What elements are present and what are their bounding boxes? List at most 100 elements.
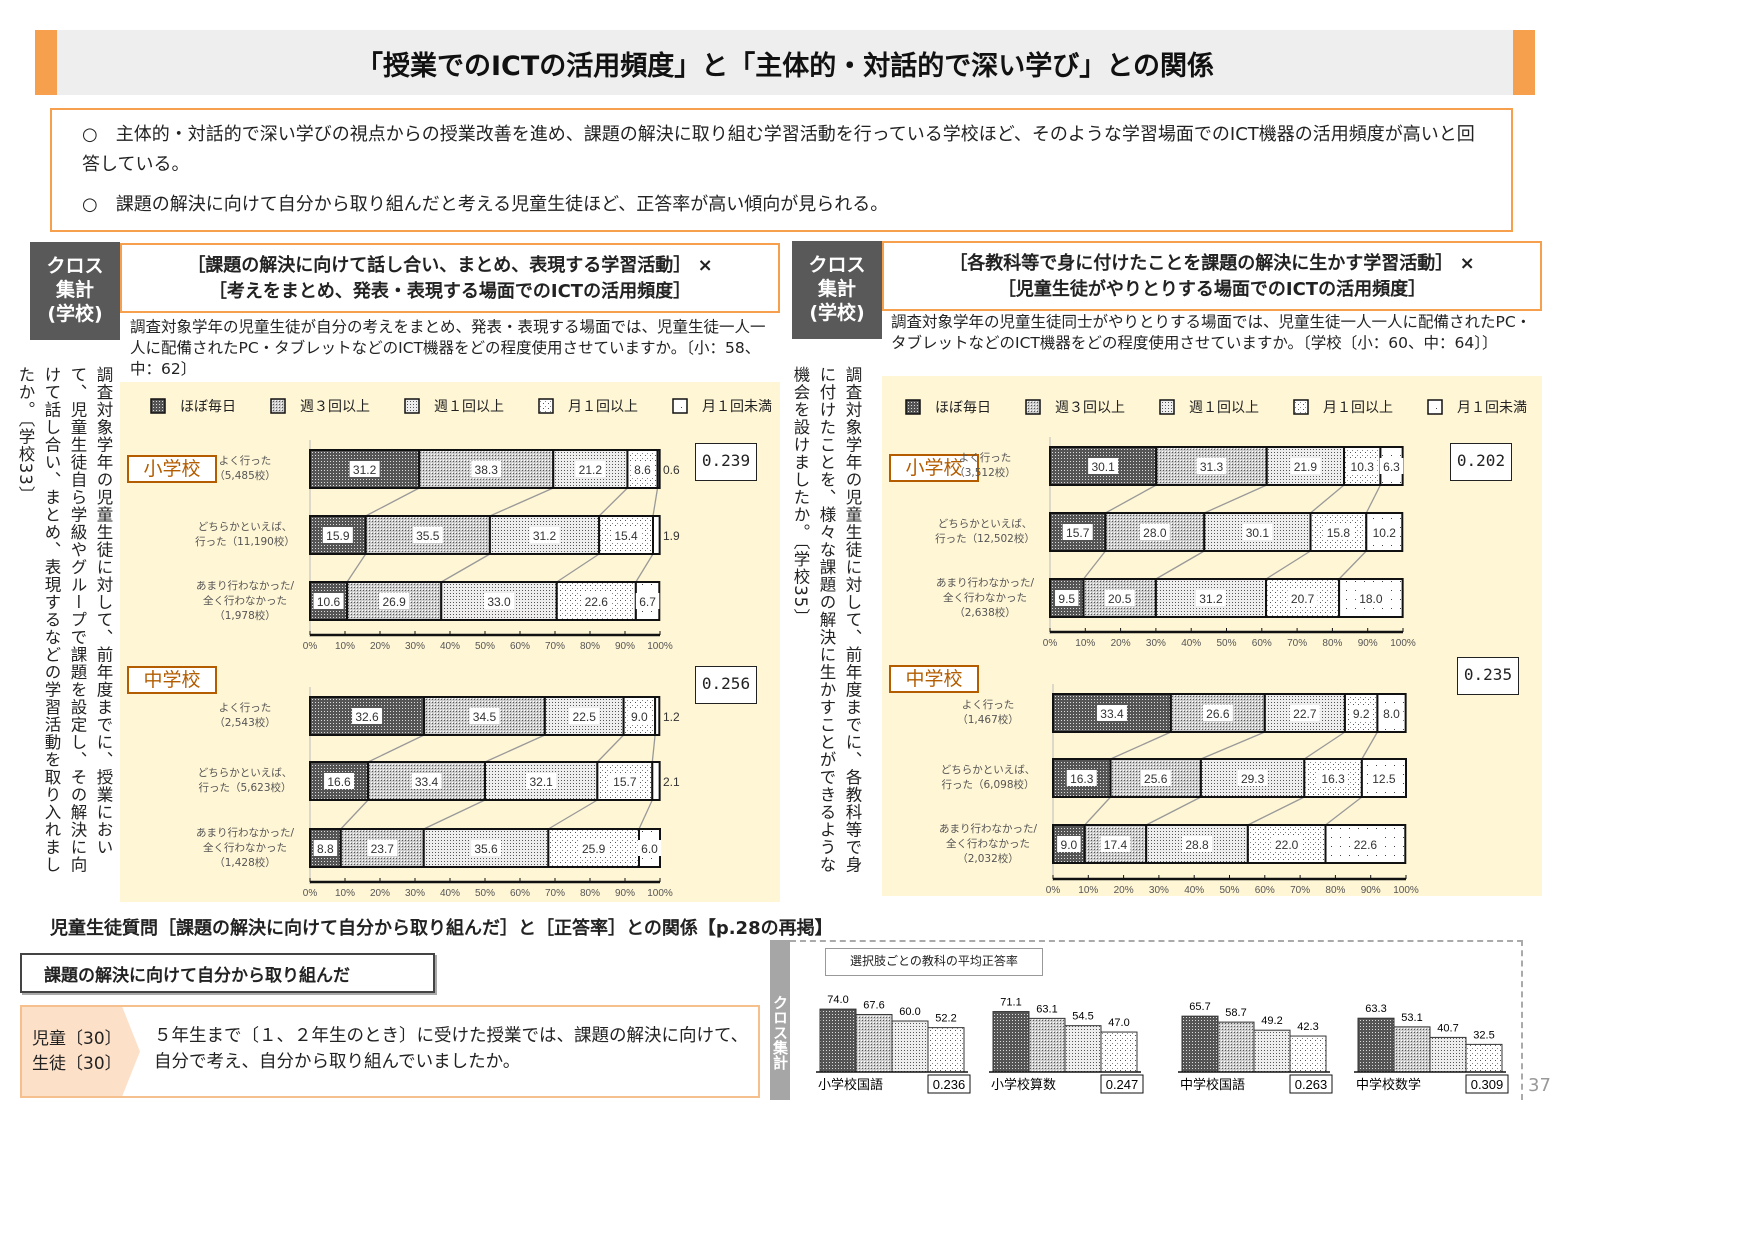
- legend-swatch: [150, 398, 166, 414]
- legend-swatch: [1159, 399, 1175, 415]
- x-tick-label: 50%: [475, 888, 495, 899]
- correlation-box: [1289, 1074, 1333, 1094]
- score-bar: [819, 1008, 857, 1073]
- correlation-box: [927, 1074, 971, 1094]
- score-label: 54.5: [1072, 1011, 1093, 1023]
- data-label: 23.7: [371, 842, 395, 856]
- label-bg: [1140, 770, 1171, 786]
- row-label: よく行った （5,485校）: [214, 455, 276, 482]
- legend-swatch: [270, 398, 286, 414]
- data-label: 22.5: [573, 710, 597, 724]
- data-label: 9.2: [1353, 707, 1370, 721]
- question-number-tag: 児童〔30〕 生徒〔30〕: [22, 1007, 140, 1096]
- label-bg: [349, 461, 380, 477]
- x-tick-label: 30%: [405, 641, 425, 652]
- x-tick-label: 50%: [1216, 638, 1236, 649]
- legend-item: 月１回以上: [1293, 397, 1393, 417]
- connector-line: [367, 734, 425, 763]
- score-label: 32.5: [1473, 1029, 1494, 1041]
- data-label: 16.3: [1321, 772, 1345, 786]
- bar-segment: [652, 515, 661, 555]
- legend-label: 月１回未満: [702, 399, 772, 415]
- subject-label: 中学校数学: [1356, 1077, 1421, 1092]
- data-label: 9.5: [1058, 592, 1075, 606]
- legend-swatch: [1427, 399, 1443, 415]
- x-tick-label: 60%: [1252, 638, 1272, 649]
- connector-line: [638, 799, 653, 830]
- score-label: 71.1: [1000, 997, 1021, 1009]
- score-label: 63.1: [1036, 1003, 1057, 1015]
- score-bar: [1028, 1017, 1066, 1073]
- x-tick-label: 80%: [1322, 638, 1342, 649]
- label-bg: [1271, 836, 1302, 852]
- stacked-bar-chart: 30.1 31.3 21.9 10.3 6.3 15.7 28.0 30.1 15.8 10.2 9…: [1043, 437, 1416, 649]
- x-tick-label: 0%: [1043, 638, 1058, 649]
- connector-line: [1338, 550, 1367, 580]
- student-question-box: 児童〔30〕 生徒〔30〕 ５年生まで〔１、２年生のとき〕に受けた授業では、課題…: [20, 1005, 760, 1098]
- label-bg: [1196, 458, 1227, 474]
- connector-line: [365, 487, 420, 517]
- correlation-value: 0.239: [695, 443, 757, 481]
- legend-label: ほぼ毎日: [935, 400, 991, 416]
- label-bg: [1369, 524, 1400, 540]
- connector-line: [651, 734, 656, 763]
- label-bg: [1088, 458, 1119, 474]
- label-bg: [411, 773, 442, 789]
- label-bg: [484, 593, 514, 609]
- score-chart-title: 選択肢ごとの教科の平均正答率: [825, 948, 1043, 976]
- data-label: 21.2: [579, 463, 603, 477]
- label-bg: [379, 593, 410, 609]
- bar-segment: [1083, 824, 1148, 864]
- connector-line: [1145, 796, 1202, 826]
- row-label: どちらかといえば、 行った（6,098校）: [940, 764, 1036, 791]
- data-label: 10.2: [1373, 526, 1397, 540]
- section-heading: 児童生徒質問［課題の解決に向けて自分から取り組んだ］と［正答率］との関係【p.2…: [50, 918, 833, 939]
- data-label: 1.2: [663, 710, 680, 724]
- school-level-label: 小学校: [127, 455, 217, 483]
- connector-line: [1247, 796, 1305, 826]
- x-tick-label: 70%: [545, 641, 565, 652]
- bar-segment: [1052, 758, 1112, 798]
- x-tick-label: 90%: [615, 888, 635, 899]
- data-label: 8.6: [634, 463, 651, 477]
- label-bg: [412, 527, 443, 543]
- legend-label: 週３回以上: [300, 399, 370, 415]
- score-bar: [927, 1027, 965, 1073]
- page-number: 37: [1528, 1075, 1551, 1096]
- heading-line-2: ［児童生徒がやりとりする場面でのICTの活用頻度］: [997, 279, 1427, 300]
- legend-swatch: [538, 398, 554, 414]
- x-tick-label: 100%: [1393, 885, 1419, 896]
- x-tick-label: 70%: [1290, 885, 1310, 896]
- subject-label: 小学校算数: [991, 1077, 1056, 1092]
- correlation-box: [1100, 1074, 1144, 1094]
- x-tick-label: 100%: [647, 641, 673, 652]
- label-bg: [1066, 770, 1097, 786]
- row-label: あまり行わなかった/ 全く行わなかった （2,638校）: [935, 576, 1035, 619]
- score-bar: [1393, 1026, 1431, 1073]
- correlation-value: 0.247: [1106, 1077, 1139, 1092]
- x-tick-label: 50%: [1219, 885, 1239, 896]
- connector-line: [596, 734, 625, 763]
- data-label: 30.1: [1246, 526, 1270, 540]
- connector-line: [635, 553, 654, 583]
- data-label: 35.5: [416, 529, 440, 543]
- x-tick-label: 70%: [545, 888, 565, 899]
- x-tick-label: 80%: [1325, 885, 1345, 896]
- label-bg: [322, 527, 353, 543]
- legend-swatch: [404, 398, 420, 414]
- connector-line: [1361, 731, 1378, 760]
- label-bg: [1104, 590, 1135, 606]
- connector-line: [1303, 731, 1346, 760]
- connector-line: [489, 487, 554, 517]
- heading-line-1: ［課題の解決に向けて話し合い、まとめ、表現する学習活動］ ×: [187, 255, 713, 276]
- legend-swatch: [1293, 399, 1309, 415]
- x-tick-label: 40%: [440, 641, 460, 652]
- connector-line: [1084, 796, 1112, 826]
- legend-item: 週１回以上: [1159, 397, 1259, 417]
- data-label: 6.0: [641, 842, 658, 856]
- score-bar: [1357, 1017, 1395, 1073]
- score-label: 58.7: [1225, 1007, 1246, 1019]
- heading-line-2: ［考えをまとめ、発表・表現する場面でのICTの活用頻度］: [208, 281, 692, 302]
- row-label: あまり行わなかった/ 全く行わなかった （1,978校）: [195, 579, 295, 622]
- label-bg: [471, 840, 502, 856]
